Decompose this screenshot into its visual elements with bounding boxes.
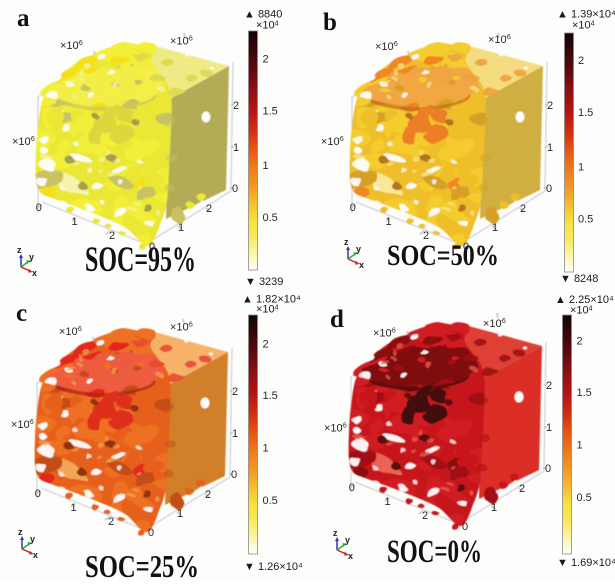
svg-text:-6: -6 <box>28 419 34 426</box>
svg-text:0: 0 <box>232 183 238 195</box>
svg-text:2: 2 <box>578 55 584 67</box>
svg-text:-6: -6 <box>392 41 398 48</box>
svg-text:0: 0 <box>349 482 355 494</box>
svg-text:×10: ×10 <box>324 423 343 435</box>
svg-text:0: 0 <box>546 183 552 195</box>
svg-text:×10: ×10 <box>59 326 78 338</box>
svg-text:1: 1 <box>385 216 391 228</box>
svg-text:▼ 3239: ▼ 3239 <box>245 276 283 288</box>
svg-text:0.5: 0.5 <box>263 212 278 224</box>
svg-text:2: 2 <box>423 230 429 242</box>
svg-text:2: 2 <box>108 516 114 528</box>
svg-text:1: 1 <box>577 440 583 452</box>
svg-text:1: 1 <box>233 142 239 154</box>
svg-text:2: 2 <box>263 339 269 351</box>
svg-text:2: 2 <box>519 483 525 495</box>
svg-text:×10: ×10 <box>170 322 189 334</box>
svg-text:-6: -6 <box>500 318 506 325</box>
svg-text:×10: ×10 <box>373 328 392 340</box>
svg-text:-6: -6 <box>341 423 347 430</box>
svg-text:a: a <box>17 5 30 32</box>
svg-text:b: b <box>323 9 337 36</box>
svg-text:×104: ×104 <box>570 305 593 317</box>
svg-text:2: 2 <box>577 336 583 348</box>
svg-text:2: 2 <box>232 386 238 398</box>
svg-text:×104: ×104 <box>256 20 279 32</box>
svg-text:0: 0 <box>148 527 154 539</box>
svg-text:2: 2 <box>205 489 211 501</box>
svg-text:×10: ×10 <box>488 34 507 46</box>
svg-text:0: 0 <box>545 463 551 475</box>
svg-text:d: d <box>330 306 344 333</box>
svg-text:▼ 1.26×10⁴: ▼ 1.26×10⁴ <box>244 561 303 573</box>
svg-text:×10: ×10 <box>321 136 340 148</box>
svg-text:1: 1 <box>70 502 76 514</box>
svg-text:SOC=25%: SOC=25% <box>85 549 199 580</box>
svg-text:×104: ×104 <box>256 304 279 316</box>
svg-text:▼ 1.69×10⁴: ▼ 1.69×10⁴ <box>557 557 615 569</box>
svg-text:SOC=50%: SOC=50% <box>387 239 499 272</box>
svg-text:-6: -6 <box>338 136 344 143</box>
svg-text:-6: -6 <box>505 34 511 41</box>
svg-text:2: 2 <box>206 203 212 215</box>
svg-text:1: 1 <box>492 222 498 234</box>
svg-text:×10: ×10 <box>375 41 394 53</box>
svg-text:1: 1 <box>178 222 184 234</box>
svg-text:1: 1 <box>546 422 552 434</box>
svg-text:0: 0 <box>350 202 356 214</box>
svg-text:2: 2 <box>422 510 428 522</box>
svg-text:1: 1 <box>71 216 77 228</box>
svg-text:0: 0 <box>463 241 469 253</box>
svg-text:-6: -6 <box>76 326 82 333</box>
svg-text:-6: -6 <box>187 322 193 329</box>
svg-text:0: 0 <box>36 202 42 214</box>
svg-text:×104: ×104 <box>572 20 595 32</box>
svg-text:SOC=0%: SOC=0% <box>387 534 482 570</box>
svg-text:1: 1 <box>263 443 269 455</box>
svg-text:2: 2 <box>546 380 552 392</box>
svg-text:1: 1 <box>177 508 183 520</box>
svg-text:▼ 8248: ▼ 8248 <box>560 273 598 285</box>
svg-text:SOC=95%: SOC=95% <box>85 239 196 279</box>
svg-text:0.5: 0.5 <box>263 495 278 507</box>
svg-text:×10: ×10 <box>12 136 31 148</box>
svg-text:▲ 1.39×10⁴: ▲ 1.39×10⁴ <box>557 9 615 21</box>
svg-text:×10: ×10 <box>60 40 79 52</box>
svg-text:×10: ×10 <box>483 318 502 330</box>
svg-text:1: 1 <box>263 160 269 172</box>
svg-text:-6: -6 <box>29 136 35 143</box>
svg-text:2: 2 <box>233 100 239 112</box>
svg-text:×10: ×10 <box>11 419 30 431</box>
svg-text:0: 0 <box>35 488 41 500</box>
svg-text:1.5: 1.5 <box>577 387 592 399</box>
svg-text:0: 0 <box>231 469 237 481</box>
svg-text:0.5: 0.5 <box>577 492 592 504</box>
svg-text:▲ 2.25×10⁴: ▲ 2.25×10⁴ <box>555 294 614 306</box>
svg-text:×10: ×10 <box>170 36 189 48</box>
svg-text:1.5: 1.5 <box>263 390 278 402</box>
svg-text:2: 2 <box>520 203 526 215</box>
svg-text:1.5: 1.5 <box>263 106 278 118</box>
svg-text:1: 1 <box>232 428 238 440</box>
svg-text:-6: -6 <box>187 36 193 43</box>
svg-text:1.5: 1.5 <box>578 107 593 119</box>
svg-text:c: c <box>16 300 27 327</box>
svg-text:2: 2 <box>547 100 553 112</box>
svg-text:▲ 8840: ▲ 8840 <box>244 9 282 21</box>
svg-text:1: 1 <box>547 142 553 154</box>
svg-text:▲ 1.82×10⁴: ▲ 1.82×10⁴ <box>242 294 301 306</box>
svg-text:-6: -6 <box>390 328 396 335</box>
svg-text:0.5: 0.5 <box>578 214 593 226</box>
svg-text:-6: -6 <box>77 40 83 47</box>
svg-text:0: 0 <box>462 521 468 533</box>
svg-text:1: 1 <box>384 496 390 508</box>
svg-text:1: 1 <box>491 502 497 514</box>
svg-text:2: 2 <box>263 54 269 66</box>
svg-text:1: 1 <box>578 162 584 174</box>
svg-text:2: 2 <box>109 230 115 242</box>
svg-text:0: 0 <box>149 241 155 253</box>
